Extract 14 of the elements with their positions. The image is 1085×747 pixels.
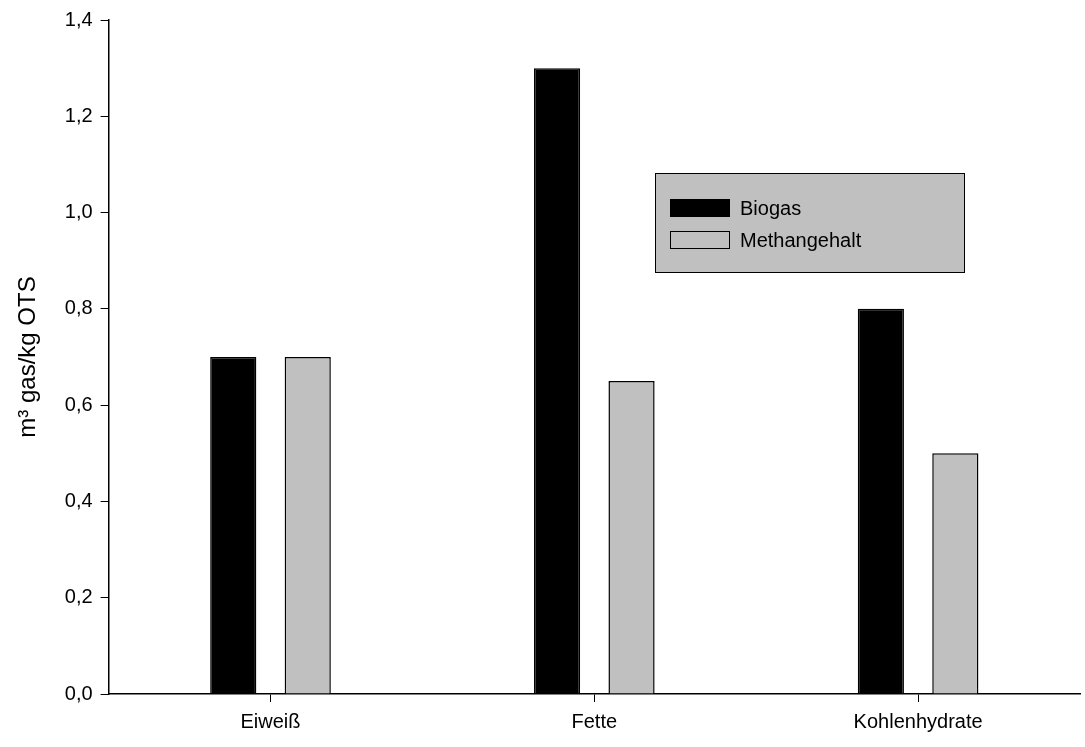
y-tick-label: 0,6: [64, 392, 93, 415]
y-tick-label: 1,2: [64, 103, 93, 126]
legend-label: Methangehalt: [740, 228, 862, 252]
y-axis-title: m³ gas/kg OTS: [13, 276, 41, 438]
legend-label: Biogas: [740, 196, 802, 220]
y-tick-label: 1,4: [64, 7, 93, 30]
y-tick-label: 0,4: [64, 488, 93, 511]
y-tick-label: 0,8: [64, 296, 93, 319]
y-tick-label: 1,0: [64, 200, 93, 223]
x-tick-label: Fette: [571, 709, 618, 732]
y-tick-label: 0,0: [64, 681, 93, 704]
x-tick-label: Eiweiß: [240, 709, 301, 732]
y-tick-label: 0,2: [64, 585, 93, 608]
x-tick-label: Kohlenhydrate: [853, 709, 983, 732]
